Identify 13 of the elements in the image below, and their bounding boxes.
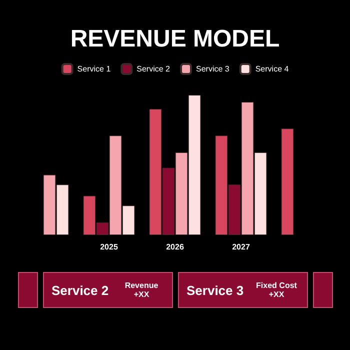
legend-label: Service 3 — [196, 64, 230, 74]
legend-label: Service 4 — [255, 64, 290, 74]
legend-label: Service 2 — [136, 64, 171, 74]
legend-label: Service 1 — [77, 64, 112, 74]
text: Fixed Cost +XX — [255, 281, 298, 299]
x-tick-label: 2025 — [100, 242, 118, 252]
bar — [281, 128, 294, 235]
x-tick-label: 2026 — [166, 242, 184, 252]
text: Service 3 — [186, 282, 244, 298]
chart-title: REVENUE MODEL — [70, 26, 280, 52]
x-tick-label: 2027 — [232, 242, 250, 252]
text: Service 2 — [52, 282, 109, 298]
text: Revenue +XX — [124, 281, 160, 299]
